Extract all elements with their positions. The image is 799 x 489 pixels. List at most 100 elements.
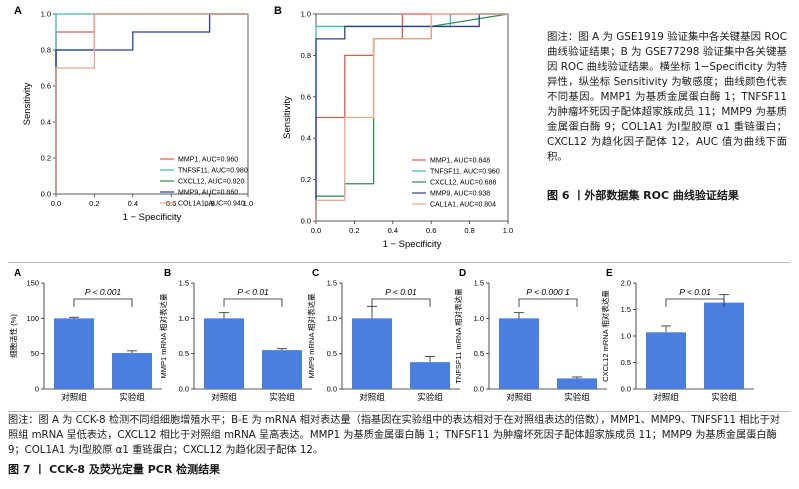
- legend-label: CAL1A1, AUC=0.804: [430, 202, 496, 209]
- y-tick-label: 1.0: [41, 10, 51, 19]
- y-tick-label: 0: [35, 385, 39, 394]
- bar: [499, 318, 539, 389]
- roc-curve-col1a1: [55, 13, 248, 194]
- x-tick-label: 0.2: [89, 199, 99, 208]
- figure-6-title: 图 6 丨外部数据集 ROC 曲线验证结果: [547, 189, 739, 202]
- y-tick-label: 100: [26, 314, 39, 323]
- panel-label: A: [14, 268, 21, 279]
- significance-bracket: [665, 298, 725, 307]
- roc-curve-cal1a1: [315, 13, 508, 221]
- bar: [54, 318, 94, 389]
- x-category-label: 对照组: [359, 392, 385, 402]
- y-tick-label: 0.0: [301, 217, 311, 226]
- roc-chart-b: B 0.0 0.2 0.4 0.6 0.8 1.0 0.0 0.2 0.4 0.6 0.8 1.0 1 …: [274, 5, 513, 250]
- y-tick-label: 0.2: [41, 154, 51, 163]
- y-axis-label: MMP1 mRNA 相对表达量: [158, 293, 168, 379]
- x-tick-label: 0.0: [51, 199, 61, 208]
- legend-label: MMP1, AUC=0.848: [430, 158, 490, 165]
- y-axis-label: MMP9 mRNA 相对表达量: [306, 293, 316, 379]
- y-tick-label: 1.0: [621, 332, 631, 341]
- y-tick-label: 0.0: [41, 190, 51, 199]
- y-tick-label: 0.0: [179, 385, 189, 394]
- y-tick-label: 0.5: [179, 349, 189, 358]
- bar: [204, 318, 244, 389]
- y-tick-label: 0.5: [474, 349, 484, 358]
- y-tick-label: 0.2: [301, 175, 311, 184]
- y-tick-label: 0.5: [621, 358, 631, 367]
- y-tick-label: 1.0: [301, 10, 311, 19]
- p-value-label: P < 0.01: [237, 287, 269, 297]
- panel-label-a: A: [14, 5, 22, 17]
- y-tick-label: 0.0: [621, 385, 631, 394]
- legend-label: TNFSF11, AUC=0.980: [178, 168, 248, 175]
- divider: [8, 262, 790, 263]
- x-category-label: 对照组: [653, 392, 679, 402]
- x-tick-label: 1.0: [243, 199, 253, 208]
- p-value-label: P < 0.001: [85, 287, 122, 297]
- roc-chart-a: A 0.0 0.2 0.4 0.6 0.8 1.00.00.20.40.60.81.01 …: [14, 5, 253, 223]
- legend-label: MMP9, AUC=0.938: [430, 191, 490, 198]
- x-category-label: 实验组: [417, 392, 443, 402]
- bar: [262, 350, 302, 389]
- significance-bracket: [518, 298, 578, 307]
- legend-label: CXCL12, AUC=0.688: [430, 180, 496, 187]
- x-axis-label: 1 − Specificity: [383, 239, 442, 250]
- x-tick-label: 0.8: [464, 226, 474, 235]
- y-axis-label: Sensitivity: [22, 82, 33, 125]
- bar: [410, 362, 450, 389]
- x-category-label: 实验组: [119, 392, 145, 402]
- x-tick-label: 0.4: [388, 226, 398, 235]
- y-tick-label: 0.8: [301, 51, 311, 60]
- x-category-label: 实验组: [269, 392, 295, 402]
- x-tick-label: 0.6: [426, 226, 436, 235]
- bar: [557, 378, 597, 389]
- y-tick-label: 0.6: [41, 82, 51, 91]
- y-tick-label: 1.5: [327, 279, 337, 288]
- y-tick-label: 1.5: [179, 279, 189, 288]
- y-tick-label: 1.5: [474, 279, 484, 288]
- x-tick-label: 1.0: [503, 226, 513, 235]
- legend-label: MMP9, AUC=0.860: [178, 190, 238, 197]
- y-tick-label: 0.6: [301, 92, 311, 101]
- y-axis-label: 细胞活性 (%): [8, 314, 18, 358]
- y-tick-label: 0.0: [474, 385, 484, 394]
- y-tick-label: 1.0: [474, 314, 484, 323]
- panel-label: C: [312, 268, 319, 279]
- panel-label-b: B: [274, 5, 282, 17]
- y-tick-label: 2.0: [621, 279, 631, 288]
- y-tick-label: 0.0: [327, 385, 337, 394]
- significance-bracket: [73, 298, 133, 307]
- y-axis-label: Sensitivity: [282, 96, 293, 139]
- panel-label: D: [459, 268, 466, 279]
- bar: [352, 318, 392, 389]
- y-tick-label: 1.0: [179, 314, 189, 323]
- x-tick-label: 0.2: [349, 226, 359, 235]
- y-tick-label: 0.8: [41, 46, 51, 55]
- p-value-label: P < 0.01: [679, 287, 711, 297]
- legend-label: TNFSF11, AUC=0.960: [430, 169, 500, 176]
- bar-charts: A 0 50 100 150 细胞活性 (%) 对照组 实验组 P < 0.001 B 0.0 0.5…: [8, 268, 754, 402]
- x-tick-label: 0.0: [311, 226, 321, 235]
- legend-label: MMP1, AUC=0.960: [178, 157, 238, 164]
- divider: [8, 411, 790, 412]
- x-category-label: 实验组: [711, 392, 737, 402]
- y-tick-label: 0.4: [301, 134, 311, 143]
- bar: [704, 302, 744, 389]
- x-axis-label: 1 − Specificity: [123, 212, 182, 223]
- y-tick-label: 1.0: [327, 314, 337, 323]
- y-tick-label: 150: [26, 279, 39, 288]
- p-value-label: P < 0.000 1: [526, 287, 570, 297]
- y-tick-label: 0.4: [41, 118, 51, 127]
- x-tick-label: 0.8: [204, 199, 214, 208]
- panel-label: B: [164, 268, 171, 279]
- x-category-label: 实验组: [564, 392, 590, 402]
- y-axis-label: TNFSF11 mRNA 相对表达量: [453, 288, 463, 384]
- significance-bracket: [223, 298, 283, 307]
- y-tick-label: 0.5: [327, 349, 337, 358]
- bar: [112, 352, 152, 389]
- y-tick-label: 50: [31, 349, 39, 358]
- y-tick-label: 1.5: [621, 305, 631, 314]
- x-tick-label: 0.4: [128, 199, 138, 208]
- figure-7-note: 图注：图 A 为 CCK-8 检测不同组细胞增殖水平；B-E 为 mRNA 相对…: [8, 415, 780, 456]
- panel-label: E: [606, 268, 613, 279]
